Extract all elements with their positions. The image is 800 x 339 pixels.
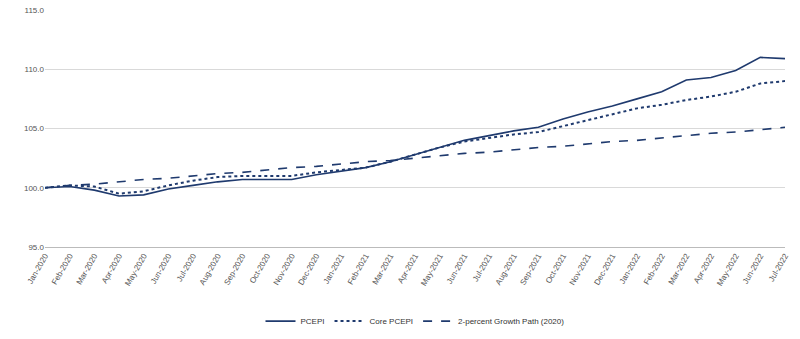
svg-text:Feb-2020: Feb-2020 xyxy=(50,252,75,287)
svg-text:Jun-2020: Jun-2020 xyxy=(149,252,174,286)
svg-text:Oct-2020: Oct-2020 xyxy=(248,252,273,285)
svg-text:Jan-2021: Jan-2021 xyxy=(322,252,347,286)
svg-text:100.0: 100.0 xyxy=(24,184,45,193)
svg-text:May-2021: May-2021 xyxy=(419,252,445,288)
svg-text:Nov-2021: Nov-2021 xyxy=(568,252,593,287)
svg-text:Sep-2020: Sep-2020 xyxy=(222,252,247,287)
svg-text:May-2022: May-2022 xyxy=(715,252,741,288)
svg-text:Apr-2020: Apr-2020 xyxy=(100,252,125,285)
svg-text:Aug-2021: Aug-2021 xyxy=(494,252,519,287)
svg-text:115.0: 115.0 xyxy=(25,6,45,15)
svg-text:110.0: 110.0 xyxy=(25,65,45,74)
svg-text:Nov-2020: Nov-2020 xyxy=(272,252,297,287)
svg-text:Apr-2021: Apr-2021 xyxy=(396,252,421,285)
svg-text:Feb-2022: Feb-2022 xyxy=(642,252,667,287)
svg-text:Apr-2022: Apr-2022 xyxy=(692,252,717,285)
svg-text:Jul-2020: Jul-2020 xyxy=(175,252,198,284)
svg-text:105.0: 105.0 xyxy=(24,124,45,133)
svg-text:Mar-2021: Mar-2021 xyxy=(371,252,396,287)
svg-text:95.0: 95.0 xyxy=(28,243,44,252)
svg-text:Mar-2020: Mar-2020 xyxy=(75,252,100,287)
svg-text:Jul-2022: Jul-2022 xyxy=(767,252,790,284)
svg-text:Jan-2020: Jan-2020 xyxy=(26,252,51,286)
svg-text:Jun-2021: Jun-2021 xyxy=(445,252,470,286)
svg-text:Dec-2021: Dec-2021 xyxy=(592,252,617,287)
svg-text:Aug-2020: Aug-2020 xyxy=(198,252,223,287)
svg-text:Sep-2021: Sep-2021 xyxy=(518,252,543,287)
svg-text:2-percent Growth Path (2020): 2-percent Growth Path (2020) xyxy=(458,317,564,326)
svg-text:Core PCEPI: Core PCEPI xyxy=(370,317,414,326)
svg-text:Jan-2022: Jan-2022 xyxy=(618,252,643,286)
svg-text:Feb-2021: Feb-2021 xyxy=(346,252,371,287)
svg-text:Jun-2022: Jun-2022 xyxy=(741,252,766,286)
svg-text:May-2020: May-2020 xyxy=(123,252,149,288)
svg-text:Jul-2021: Jul-2021 xyxy=(471,252,494,284)
svg-text:Dec-2020: Dec-2020 xyxy=(296,252,321,287)
svg-text:PCEPI: PCEPI xyxy=(301,317,325,326)
svg-text:Mar-2022: Mar-2022 xyxy=(667,252,692,287)
svg-text:Oct-2021: Oct-2021 xyxy=(544,252,569,285)
